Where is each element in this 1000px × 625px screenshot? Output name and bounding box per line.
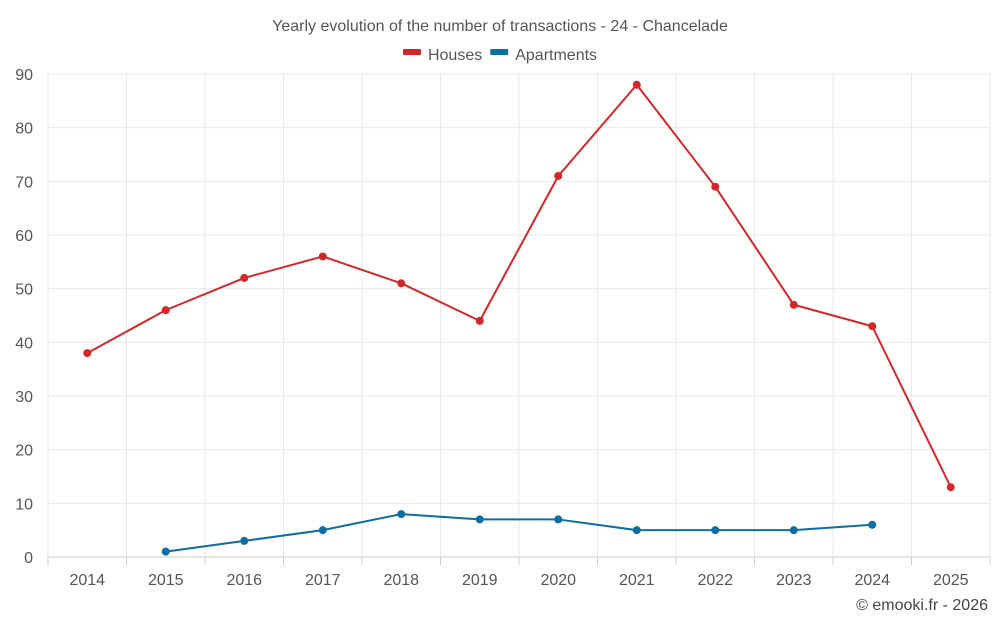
x-tick-label: 2021: [619, 572, 655, 589]
data-point-houses[interactable]: [789, 300, 798, 309]
data-point-apartments[interactable]: [789, 526, 798, 535]
data-point-apartments[interactable]: [554, 515, 563, 524]
data-point-apartments[interactable]: [632, 526, 641, 535]
data-point-apartments[interactable]: [318, 526, 327, 535]
x-tick-label: 2022: [697, 572, 733, 589]
y-tick-label: 30: [15, 389, 33, 406]
x-tick-label: 2018: [383, 572, 419, 589]
legend-label: Apartments: [515, 47, 597, 64]
x-tick-label: 2016: [226, 572, 262, 589]
data-point-houses[interactable]: [397, 279, 406, 288]
x-tick-label: 2024: [854, 572, 890, 589]
x-tick-label: 2015: [148, 572, 184, 589]
data-point-apartments[interactable]: [475, 515, 484, 524]
data-point-houses[interactable]: [868, 322, 877, 331]
data-point-houses[interactable]: [240, 273, 249, 282]
x-tick-label: 2019: [462, 572, 498, 589]
data-point-apartments[interactable]: [711, 526, 720, 535]
data-point-houses[interactable]: [318, 252, 327, 261]
x-tick-label: 2023: [776, 572, 812, 589]
data-point-houses[interactable]: [632, 80, 641, 89]
y-axis: 0 10 20 30 40 50 60 70 80 90: [15, 67, 33, 567]
legend-item-apartments[interactable]: Apartments: [490, 47, 597, 64]
y-tick-label: 50: [15, 282, 33, 299]
data-point-houses[interactable]: [554, 171, 563, 180]
data-point-houses[interactable]: [83, 349, 92, 358]
data-point-apartments[interactable]: [397, 510, 406, 519]
x-tick-label: 2014: [69, 572, 105, 589]
y-tick-label: 20: [15, 443, 33, 460]
x-tick-label: 2025: [933, 572, 969, 589]
data-point-apartments[interactable]: [161, 547, 170, 556]
y-tick-label: 60: [15, 228, 33, 245]
data-point-houses[interactable]: [475, 316, 484, 325]
series-lines: [86, 83, 952, 553]
grid: [47, 73, 991, 558]
y-tick-label: 10: [15, 496, 33, 513]
y-tick-label: 40: [15, 335, 33, 352]
y-tick-label: 80: [15, 121, 33, 138]
legend-label: Houses: [428, 47, 482, 64]
y-tick-label: 90: [15, 67, 33, 84]
data-point-houses[interactable]: [946, 483, 955, 492]
legend: Houses Apartments: [402, 47, 597, 64]
legend-swatch-houses: [402, 49, 421, 55]
x-axis: 2014 2015 2016 2017 2018 2019 2020 2021 2022 2023…: [47, 557, 991, 589]
series-line-houses: [86, 83, 952, 488]
data-point-apartments[interactable]: [868, 520, 877, 529]
y-tick-label: 70: [15, 174, 33, 191]
x-tick-label: 2017: [305, 572, 341, 589]
y-tick-label: 0: [24, 550, 33, 567]
data-point-houses[interactable]: [161, 306, 170, 315]
data-point-houses[interactable]: [711, 182, 720, 191]
data-point-apartments[interactable]: [240, 536, 249, 545]
legend-item-houses[interactable]: Houses: [402, 47, 482, 64]
credit-text: © emooki.fr - 2026: [856, 597, 988, 614]
legend-swatch-apartments: [490, 49, 509, 55]
series-points: [83, 80, 955, 556]
x-tick-label: 2020: [540, 572, 576, 589]
chart-title: Yearly evolution of the number of transa…: [272, 18, 728, 35]
series-line-apartments: [165, 513, 873, 553]
